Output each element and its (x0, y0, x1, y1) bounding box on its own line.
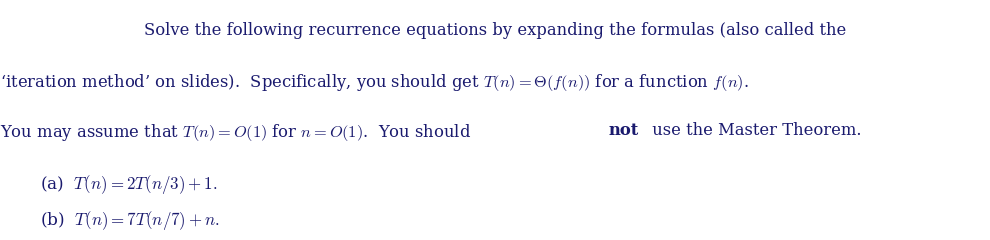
Text: ‘iteration method’ on slides).  Specifically, you should get $T(n) = \Theta(f(n): ‘iteration method’ on slides). Specifica… (0, 72, 748, 93)
Text: Solve the following recurrence equations by expanding the formulas (also called : Solve the following recurrence equations… (144, 22, 846, 39)
Text: not: not (609, 122, 639, 139)
Text: use the Master Theorem.: use the Master Theorem. (647, 122, 862, 139)
Text: (a)  $T(n) = 2T(n/3) + 1.$: (a) $T(n) = 2T(n/3) + 1.$ (40, 173, 217, 196)
Text: You may assume that $T(n) = O(1)$ for $n = O(1)$.  You should: You may assume that $T(n) = O(1)$ for $n… (0, 122, 471, 144)
Text: (b)  $T(n) = 7T(n/7) + n.$: (b) $T(n) = 7T(n/7) + n.$ (40, 209, 220, 232)
